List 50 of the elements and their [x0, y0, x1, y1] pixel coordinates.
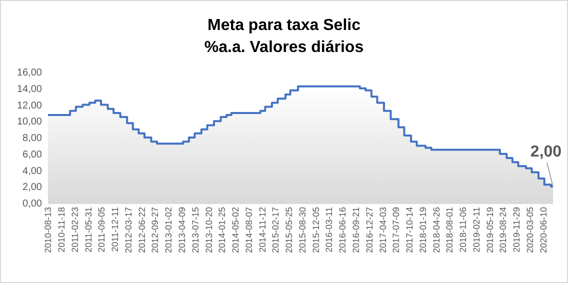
x-tick-label: 2012-06-22 [136, 207, 147, 254]
y-tick-label: 14,00 [16, 84, 42, 95]
annotation: 2,00 [530, 144, 562, 161]
x-tick-label: 2019-08-24 [498, 207, 508, 254]
x-tick-label: 2014-01-25 [217, 207, 228, 254]
x-tick-label: 2015-08-30 [297, 207, 308, 254]
x-tick-label: 2013-07-15 [190, 207, 200, 254]
x-tick-label: 2017-07-09 [391, 207, 402, 254]
x-tick-label: 2019-02-11 [471, 207, 482, 252]
x-tick-label: 2016-09-21 [350, 207, 361, 254]
x-tick-label: 2013-04-09 [176, 207, 187, 254]
x-tick-label: 2017-10-14 [404, 207, 415, 254]
x-tick-label: 2011-09-05 [96, 207, 107, 252]
x-tick-label: 2011-05-31 [83, 207, 94, 252]
x-tick-label: 2018-04-26 [431, 207, 442, 254]
x-tick-label: 2010-08-13 [43, 207, 54, 254]
x-tick-label: 2018-11-06 [458, 207, 468, 252]
x-tick-label: 2011-12-11 [110, 207, 120, 252]
x-tick-label: 2013-10-20 [204, 207, 214, 254]
x-tick-label: 2016-12-27 [364, 207, 374, 254]
x-tick-label: 2012-03-17 [123, 207, 134, 254]
y-tick-label: 6,00 [22, 149, 42, 160]
y-tick-label: 16,00 [16, 68, 42, 78]
x-tick-label: 2015-12-05 [310, 207, 321, 254]
x-tick-label: 2020-06-10 [538, 207, 548, 254]
y-tick-label: 12,00 [16, 100, 42, 112]
x-tick-label: 2010-11-18 [56, 207, 67, 252]
x-tick-label: 2018-01-19 [418, 207, 428, 254]
y-tick-label: 4,00 [22, 166, 42, 177]
x-tick-label: 2019-11-29 [512, 207, 522, 252]
x-tick-label: 2014-11-12 [257, 207, 268, 252]
x-tick-label: 2016-06-16 [338, 207, 348, 254]
y-tick-label: 2,00 [22, 182, 42, 194]
x-tick-label: 2020-03-05 [524, 207, 535, 254]
y-tick-label: 8,00 [22, 133, 42, 144]
x-tick-label: 2016-03-11 [324, 207, 334, 252]
x-tick-label: 2012-09-27 [150, 207, 160, 254]
x-tick-label: 2015-02-17 [270, 207, 281, 254]
y-tick-label: 10,00 [16, 116, 42, 128]
x-tick-label: 2019-05-19 [484, 207, 495, 254]
x-tick-label: 2017-04-03 [378, 207, 388, 254]
chart-title: Meta para taxa Selic [208, 17, 361, 34]
x-tick-label: 2015-05-25 [284, 207, 294, 254]
x-tick-label: 2018-08-01 [444, 207, 455, 254]
x-tick-label: 2011-02-23 [70, 207, 80, 252]
chart-subtitle: %a.a. Valores diários [204, 39, 364, 56]
x-tick-label: 2014-08-07 [244, 207, 254, 254]
y-tick-label: 0,00 [22, 198, 42, 210]
x-tick-label: 2013-01-02 [164, 207, 174, 254]
x-tick-label: 2014-05-02 [230, 207, 241, 254]
